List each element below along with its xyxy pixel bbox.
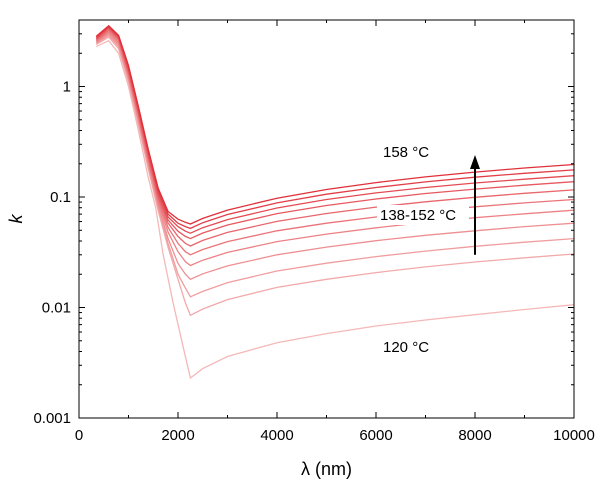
ticks-layer: 0 2000 4000 6000 8000 10000 0.001 0.01 0.1 1 [33, 19, 595, 444]
y-tick-label: 1 [63, 79, 71, 96]
y-tick-label: 0.01 [42, 300, 71, 317]
x-tick-label: 2000 [161, 427, 194, 444]
series-line-158C [95, 24, 575, 225]
x-axis-title: λ (nm) [301, 459, 352, 479]
series-line-140C [95, 34, 575, 298]
x-tick-label: 0 [75, 427, 83, 444]
plot-frame [78, 19, 575, 419]
annotation-158c: 158 °C [383, 144, 429, 161]
series-line-120C [96, 39, 575, 380]
x-tick-label: 6000 [359, 427, 392, 444]
x-tick-label: 10000 [553, 427, 595, 444]
series-line-152C [95, 26, 575, 234]
annotation-120c: 120 °C [383, 339, 429, 356]
y-axis-title: k [6, 214, 26, 224]
annotation-background [377, 205, 469, 225]
y-tick-label: 0.1 [50, 189, 71, 206]
series-line-144C [95, 31, 575, 267]
annotation-138-152c: 138-152 °C [380, 207, 456, 224]
y-tick-label: 0.001 [33, 410, 71, 427]
series-line-150C [95, 26, 575, 240]
x-tick-label: 4000 [260, 427, 293, 444]
series-line-138C [95, 36, 575, 317]
temperature-arrow-head [470, 155, 480, 170]
x-tick-label: 8000 [458, 427, 491, 444]
series-layer [95, 24, 575, 380]
